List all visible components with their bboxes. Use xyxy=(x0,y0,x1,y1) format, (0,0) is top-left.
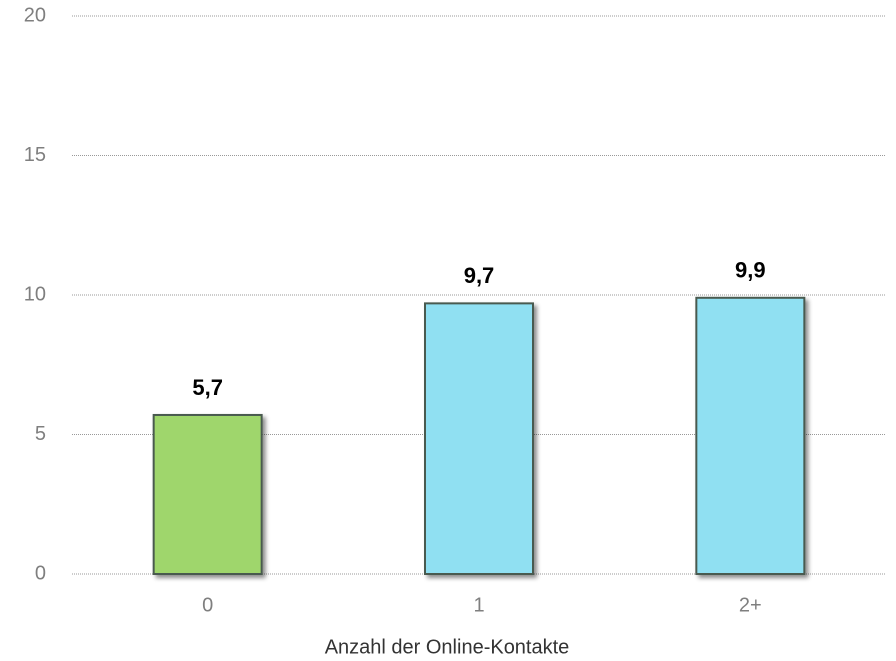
y-tick-label: 15 xyxy=(24,144,46,166)
value-label: 9,9 xyxy=(735,258,766,283)
x-tick-label: 1 xyxy=(473,594,484,616)
bar xyxy=(695,296,806,575)
y-tick-label: 5 xyxy=(35,423,46,445)
x-tick-label: 0 xyxy=(202,594,213,616)
y-tick-label: 0 xyxy=(35,562,46,584)
bar xyxy=(424,302,534,575)
x-axis-label: Anzahl der Online-Kontakte xyxy=(325,636,570,658)
y-tick-label: 10 xyxy=(24,283,46,305)
x-tick-label: 2+ xyxy=(739,594,762,616)
value-label: 5,7 xyxy=(192,375,223,400)
bar xyxy=(152,413,263,575)
y-tick-label: 20 xyxy=(24,4,46,26)
value-label: 9,7 xyxy=(464,263,495,288)
